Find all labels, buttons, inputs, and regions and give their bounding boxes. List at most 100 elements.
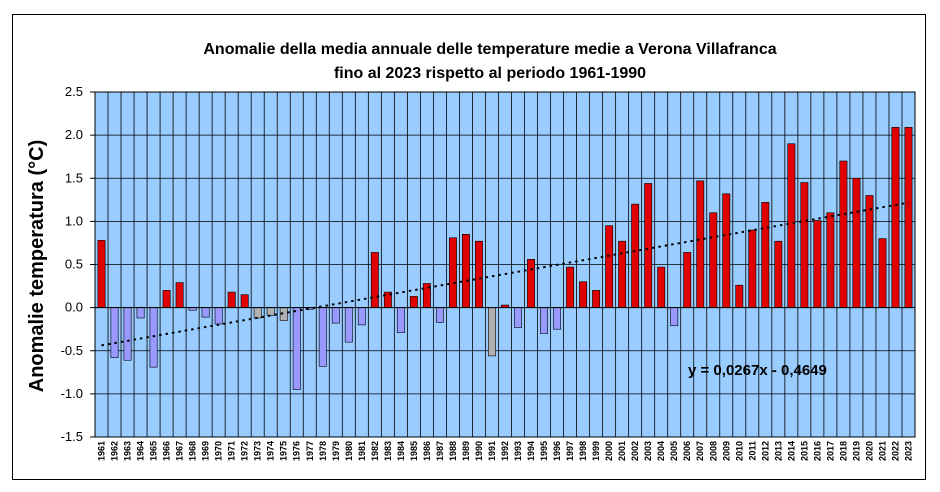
bar-1974	[266, 307, 275, 316]
bar-2007	[696, 180, 705, 308]
x-tick-label-1990: 1990	[474, 441, 484, 461]
bar-2006	[683, 252, 692, 308]
x-tick-label-2019: 2019	[851, 441, 861, 461]
x-tick-label-2004: 2004	[656, 441, 666, 461]
chart-title-line2: fino al 2023 rispetto al periodo 1961-19…	[334, 65, 646, 82]
bar-1998	[579, 281, 588, 308]
y-tick-label: 0.0	[65, 300, 83, 315]
bar-1980	[344, 307, 353, 343]
bar-2015	[800, 182, 809, 308]
y-tick-label: -1.0	[61, 386, 83, 401]
x-tick-label-1982: 1982	[370, 441, 380, 461]
x-tick-label-1989: 1989	[461, 441, 471, 461]
bar-2017	[826, 212, 835, 308]
trendline-equation: y = 0,0267x - 0,4649	[688, 362, 827, 379]
y-tick-label: 0.5	[65, 257, 83, 272]
y-tick-label: -0.5	[61, 343, 83, 358]
x-tick-label-2020: 2020	[864, 441, 874, 461]
x-tick-label-1999: 1999	[591, 441, 601, 461]
x-tick-label-1979: 1979	[331, 441, 341, 461]
bar-1971	[227, 291, 236, 308]
bar-1987	[435, 307, 444, 323]
x-tick-label-1966: 1966	[162, 441, 172, 461]
x-tick-label-1991: 1991	[487, 441, 497, 461]
x-tick-label-2012: 2012	[760, 441, 770, 461]
x-tick-label-1970: 1970	[214, 441, 224, 461]
x-tick-label-2021: 2021	[877, 441, 887, 461]
x-tick-label-2009: 2009	[721, 441, 731, 461]
bar-2014	[787, 143, 796, 308]
x-tick-label-1992: 1992	[500, 441, 510, 461]
x-tick-label-2018: 2018	[838, 441, 848, 461]
bar-1999	[592, 290, 601, 308]
x-tick-label-2005: 2005	[669, 441, 679, 461]
bar-1985	[409, 296, 418, 308]
x-tick-label-2022: 2022	[890, 441, 900, 461]
x-tick-label-2017: 2017	[825, 441, 835, 461]
x-tick-label-1983: 1983	[383, 441, 393, 461]
x-tick-label-2016: 2016	[812, 441, 822, 461]
bar-2012	[761, 202, 770, 308]
bar-2001	[618, 240, 627, 308]
bar-2020	[865, 195, 874, 308]
bar-1997	[566, 266, 575, 308]
y-tick-label: 2.5	[65, 84, 83, 99]
x-tick-label-2001: 2001	[617, 441, 627, 461]
x-tick-label-1967: 1967	[175, 441, 185, 461]
x-tick-label-1973: 1973	[253, 441, 263, 461]
x-tick-label-1962: 1962	[110, 441, 120, 461]
x-tick-label-2023: 2023	[903, 441, 913, 461]
x-tick-label-1987: 1987	[435, 441, 445, 461]
bar-1995	[540, 307, 548, 334]
trendline-group	[101, 201, 909, 347]
bar-1993	[514, 307, 522, 328]
bar-1976	[292, 307, 301, 390]
x-tick-label-2006: 2006	[682, 441, 692, 461]
bar-1963	[123, 307, 132, 361]
x-tick-label-1981: 1981	[357, 441, 367, 461]
bar-2019	[852, 177, 861, 308]
x-tick-label-1995: 1995	[539, 441, 549, 461]
x-tick-label-1969: 1969	[201, 441, 211, 461]
x-tick-label-2015: 2015	[799, 441, 809, 461]
bar-1978	[318, 307, 327, 367]
x-tick-label-1961: 1961	[97, 441, 107, 461]
bar-1988	[448, 237, 457, 308]
bar-2010	[735, 284, 744, 308]
x-tick-label-1985: 1985	[409, 441, 419, 461]
x-tick-label-2010: 2010	[734, 441, 744, 461]
bar-1989	[462, 234, 470, 308]
x-tick-labels: 1961 1962 1963 1964 1965 1966 1967 1968 1969 1970…	[97, 441, 914, 461]
y-tick-label: 1.0	[65, 213, 83, 228]
x-tick-label-1976: 1976	[292, 441, 302, 461]
bar-2011	[748, 229, 757, 308]
trendline	[101, 201, 909, 347]
bar-1967	[175, 282, 184, 308]
x-tick-label-1975: 1975	[279, 441, 289, 461]
x-tick-label-1964: 1964	[136, 441, 146, 461]
chart-title-line1: Anomalie della media annuale delle tempe…	[203, 41, 776, 58]
bar-1994	[527, 259, 535, 308]
y-tick-labels: 2.5 2.0 1.5 1.0 0.5 0.0 -0.5 -1.0 -1.5	[61, 84, 95, 444]
bar-1969	[201, 307, 210, 318]
x-tick-label-1997: 1997	[565, 441, 575, 461]
bar-2000	[605, 225, 614, 308]
bar-2023	[904, 127, 913, 308]
bar-1961	[97, 240, 106, 308]
bar-2002	[631, 203, 640, 308]
x-tick-label-2007: 2007	[695, 441, 705, 461]
y-tick-label: -1.5	[61, 429, 83, 444]
bar-1970	[214, 307, 223, 325]
bar-1984	[396, 307, 405, 333]
bar-2003	[644, 183, 653, 308]
bar-2009	[722, 193, 731, 308]
y-tick-label: 2.0	[65, 127, 83, 142]
x-tick-label-1980: 1980	[344, 441, 354, 461]
y-tick-label: 1.5	[65, 170, 83, 185]
x-tick-label-1974: 1974	[266, 441, 276, 461]
bar-1990	[475, 240, 483, 308]
bar-1981	[357, 307, 366, 326]
x-tick-label-2013: 2013	[773, 441, 783, 461]
bar-1996	[553, 307, 562, 330]
bar-1965	[149, 307, 158, 368]
